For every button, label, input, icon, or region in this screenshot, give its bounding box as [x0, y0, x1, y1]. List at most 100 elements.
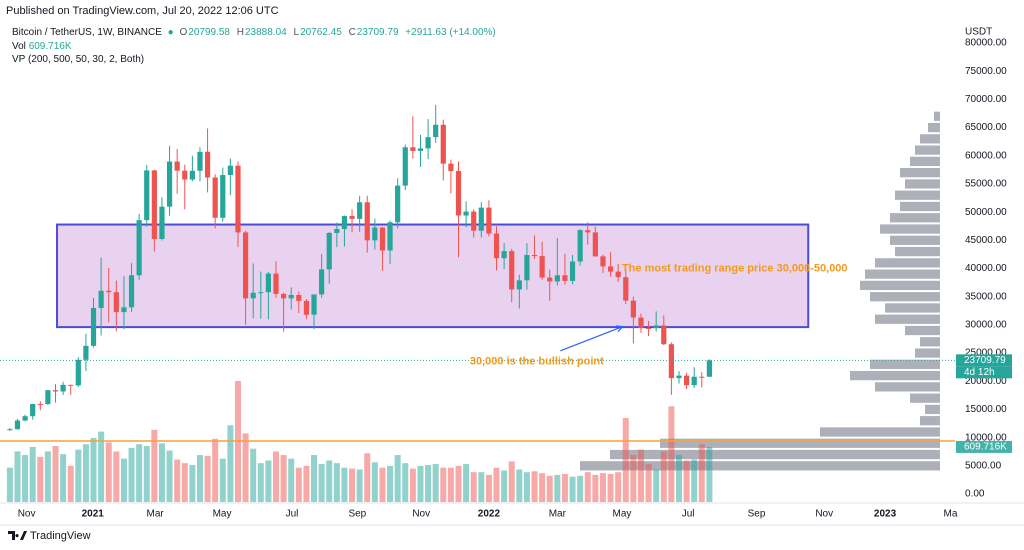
candle-body	[273, 273, 279, 294]
candle-body	[699, 376, 705, 378]
candle-body	[607, 266, 614, 272]
volume-bar	[326, 460, 333, 502]
legend-volume: Vol 609.716K	[12, 41, 76, 52]
volume-bar	[668, 406, 675, 502]
candle-body	[364, 202, 370, 241]
candle-body	[144, 170, 150, 221]
candle-body	[349, 216, 355, 219]
candle-body	[7, 429, 13, 431]
y-tick-label: 55000.00	[965, 179, 1007, 190]
volume-bar	[288, 458, 295, 502]
candle-body	[524, 254, 530, 281]
volume-bar	[82, 444, 89, 502]
volume-bar	[584, 472, 591, 502]
volume-profile-bar	[934, 111, 940, 121]
arrow-shaft	[560, 326, 623, 352]
volume-profile-bar	[915, 145, 940, 155]
volume-profile-bar	[905, 179, 940, 189]
candle-body	[227, 165, 233, 176]
candle-body	[433, 124, 439, 138]
candle-body	[554, 275, 560, 282]
volume-profile-bar	[890, 235, 940, 245]
volume-profile-bar	[890, 213, 940, 223]
candle-body	[326, 232, 332, 270]
volume-bar	[349, 468, 356, 502]
y-tick-label: 15000.00	[965, 404, 1007, 415]
x-tick-label: 2021	[82, 509, 105, 520]
candle-body	[341, 216, 348, 230]
volume-bar	[204, 455, 211, 502]
volume-bar	[98, 431, 105, 502]
candle-body	[98, 290, 104, 308]
volume-bar	[546, 475, 553, 502]
volume-profile-bar	[895, 190, 940, 200]
candle-body	[577, 230, 583, 262]
footer-logo	[8, 531, 27, 540]
candle-body	[311, 294, 317, 315]
volume-bar	[136, 444, 143, 502]
volume-profile-bar	[895, 246, 940, 257]
volume-bar	[196, 455, 203, 502]
x-tick-label: 2023	[874, 509, 897, 520]
y-tick-label: 20000.00	[965, 376, 1007, 387]
candle-body	[182, 170, 188, 180]
volume-bar	[394, 455, 401, 502]
volume-profile-bar	[850, 370, 940, 381]
header: Published on TradingView.com, Jul 20, 20…	[6, 5, 279, 17]
volume-bar	[554, 474, 561, 502]
volume-bar	[508, 461, 515, 502]
volume-profile-bar	[875, 258, 940, 268]
candle-body	[197, 151, 203, 171]
candle-body	[258, 292, 264, 294]
volume-bar	[577, 475, 584, 502]
volume-bar	[516, 469, 523, 502]
currency: USDT	[965, 27, 992, 38]
volume-bar	[409, 468, 416, 502]
candle-body	[455, 170, 462, 216]
volume-bar	[432, 464, 439, 502]
candle-body	[683, 375, 690, 386]
candle-body	[113, 292, 119, 313]
candle-body	[440, 124, 446, 164]
candle-body	[30, 403, 36, 417]
volume-bar	[463, 464, 470, 502]
volume-bar	[181, 463, 188, 502]
l-value: 20762.45	[300, 27, 342, 38]
volume-bar	[44, 451, 51, 502]
countdown-box	[956, 366, 1012, 379]
volume-profile-bar	[915, 348, 940, 358]
volume-bar	[470, 472, 477, 502]
countdown-label: 4d 12h	[964, 367, 995, 378]
candle-body	[121, 307, 127, 313]
y-tick-label: 25000.00	[965, 348, 1007, 359]
y-tick-label: 0.00	[965, 489, 985, 500]
volume-bar	[356, 469, 363, 502]
volume-profile-bar	[900, 168, 940, 178]
candle-body	[478, 207, 484, 231]
volume-bar	[158, 443, 165, 502]
candle-body	[189, 170, 195, 180]
volume-bar	[227, 425, 234, 502]
candle-body	[14, 420, 21, 430]
volume-bar	[645, 464, 652, 502]
volume-bar	[113, 451, 120, 502]
volume-bar	[660, 451, 667, 502]
x-tick-label: Nov	[18, 509, 36, 520]
candle-body	[402, 147, 408, 186]
volume-bar	[615, 472, 622, 502]
candle-body	[68, 384, 74, 386]
candle-body	[645, 327, 652, 329]
volume-bar	[493, 467, 500, 502]
volume-bar	[402, 463, 409, 502]
candle-body	[159, 206, 165, 239]
candle-body	[357, 202, 363, 219]
candle-body	[296, 294, 302, 301]
volume-bar	[539, 473, 546, 502]
volume-bar	[447, 467, 454, 502]
volume-profile-bar	[905, 325, 940, 336]
volume-bar	[212, 438, 219, 502]
h-letter: H	[236, 27, 244, 38]
volume-bar	[6, 467, 13, 502]
volume-bar	[691, 459, 698, 502]
